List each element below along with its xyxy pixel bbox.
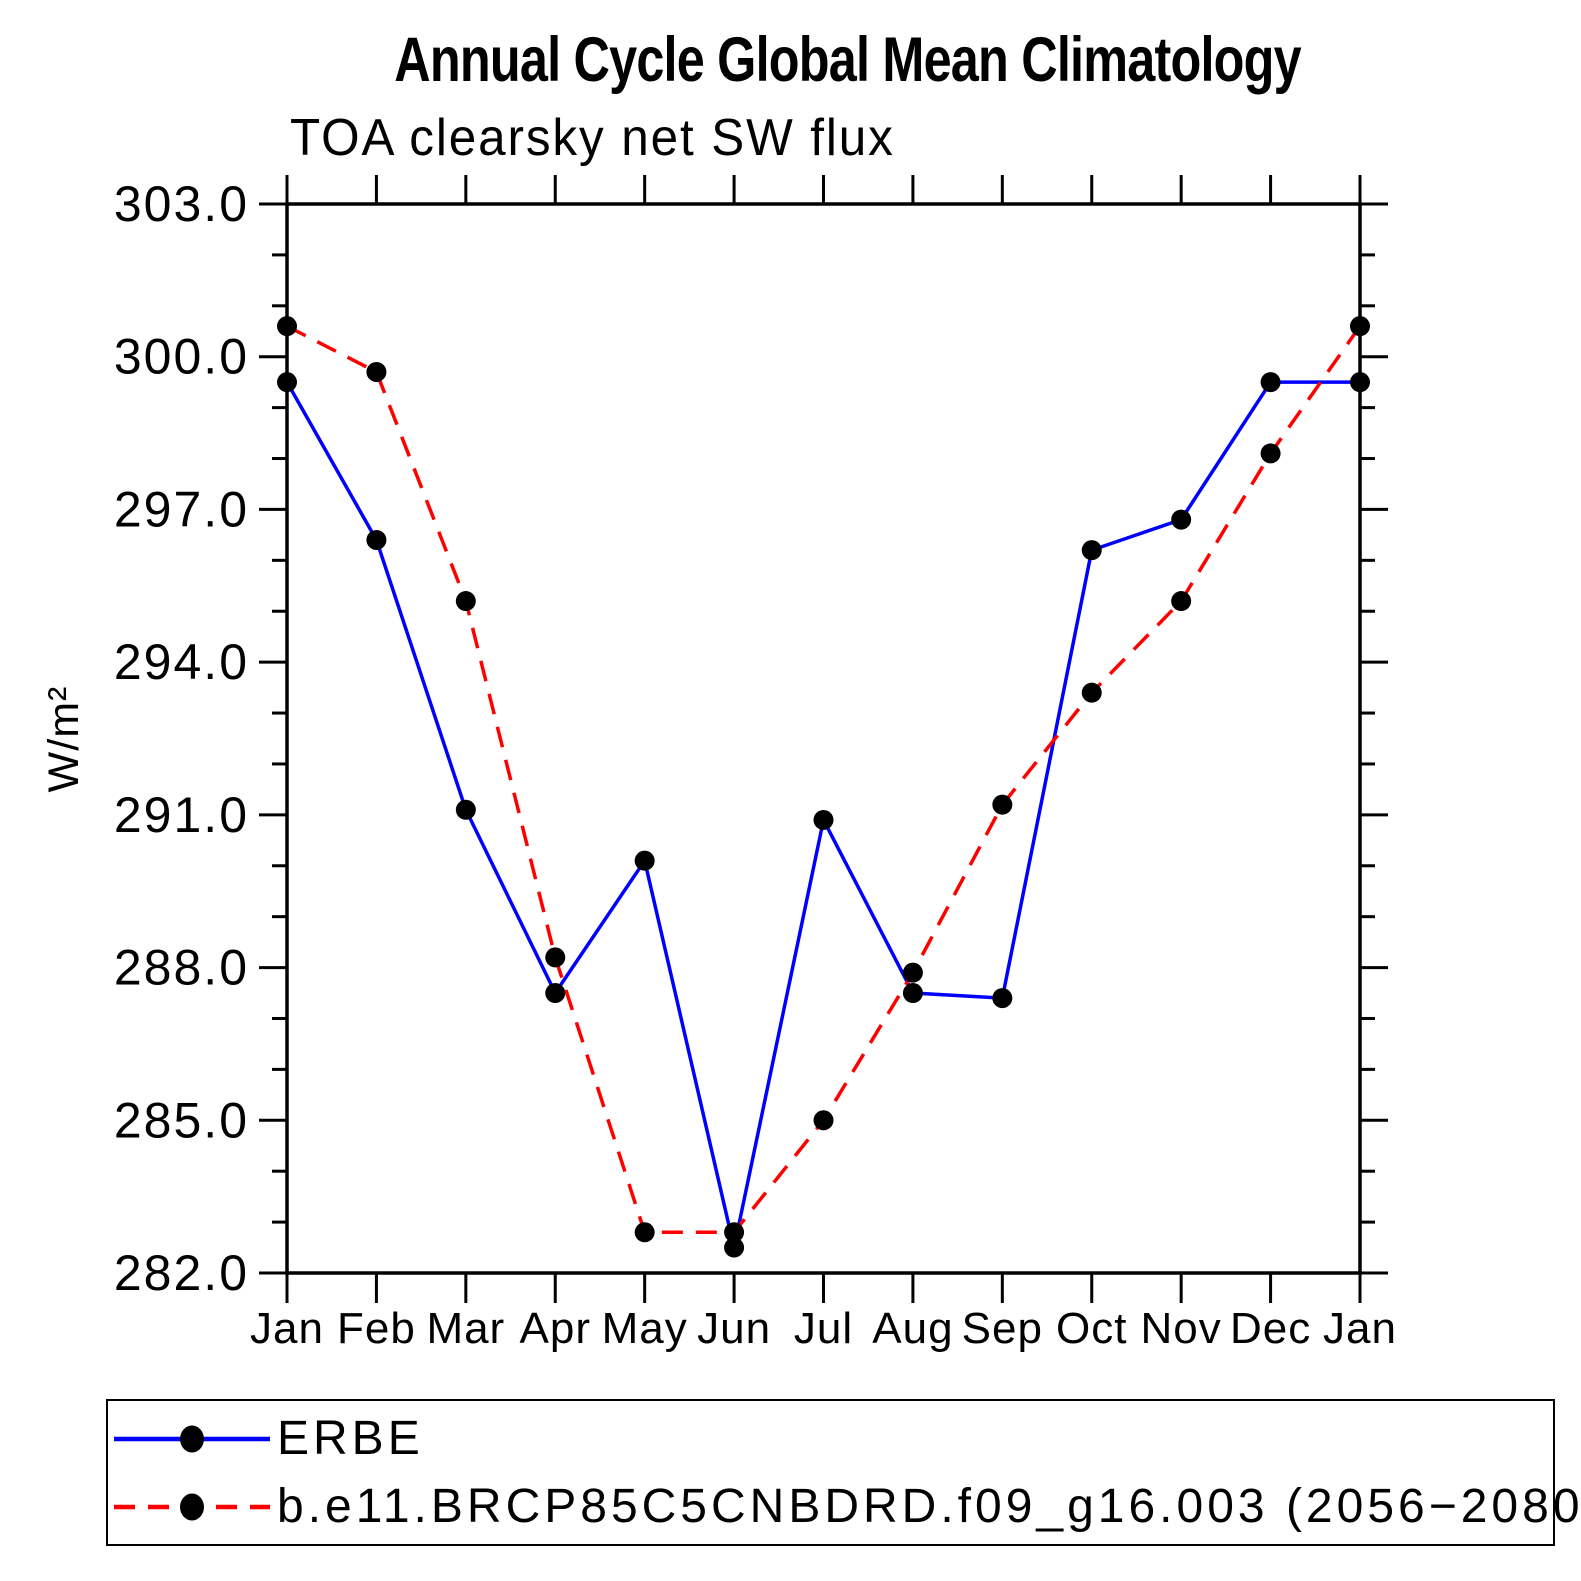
data-point-marker-series-1 — [1081, 682, 1102, 703]
data-point-marker-series-0 — [277, 372, 297, 393]
legend-swatch-dashed-line — [114, 1493, 270, 1520]
x-tick-label: May — [602, 1304, 688, 1353]
x-tick-label: Mar — [426, 1304, 505, 1353]
data-point-marker-series-1 — [724, 1222, 745, 1243]
data-point-marker-series-0 — [1260, 372, 1281, 393]
legend-item-model: b.e11.BRCP85C5CNBDRD.f09_g16.003 (2056−2… — [112, 1479, 1581, 1535]
x-tick-label: Apr — [520, 1304, 591, 1353]
data-point-marker-series-1 — [366, 361, 387, 382]
legend-label-model: b.e11.BRCP85C5CNBDRD.f09_g16.003 (2056−2… — [277, 1480, 1581, 1533]
y-tick-label: 285.0 — [114, 1092, 249, 1148]
legend-swatch-solid-line — [114, 1425, 270, 1452]
series-line-1 — [286, 324, 1362, 1235]
x-tick-label: Feb — [337, 1304, 416, 1353]
y-tick-label: 291.0 — [114, 787, 249, 843]
legend-box: ERBE b.e11.BRCP85C5CNBDRD.f09_g16.003 (2… — [106, 1399, 1581, 1546]
data-point-marker-series-0 — [455, 799, 476, 820]
y-tick-label: 294.0 — [114, 634, 249, 690]
data-point-marker-series-0 — [1081, 540, 1102, 561]
data-point-marker-series-0 — [992, 988, 1013, 1009]
legend-item-erbe: ERBE — [112, 1411, 1553, 1467]
legend-marker-dot — [180, 1493, 204, 1520]
y-tick-label: 288.0 — [114, 940, 249, 996]
legend-label-erbe: ERBE — [277, 1412, 424, 1465]
data-point-marker-series-1 — [992, 794, 1013, 815]
y-tick-label: 300.0 — [114, 329, 249, 385]
data-point-marker-series-1 — [1171, 591, 1192, 612]
data-point-marker-series-0 — [902, 983, 923, 1004]
data-point-marker-series-1 — [1350, 316, 1370, 337]
chart-title: Annual Cycle Global Mean Climatology — [394, 25, 1301, 95]
x-tick-label: Jul — [794, 1304, 853, 1353]
data-point-marker-series-1 — [813, 1110, 834, 1131]
x-tick-label: Sep — [962, 1304, 1043, 1353]
x-tick-label: Dec — [1230, 1304, 1311, 1353]
data-point-marker-series-0 — [1171, 509, 1192, 530]
data-point-marker-series-1 — [545, 947, 566, 968]
data-point-marker-series-1 — [634, 1222, 655, 1243]
y-tick-label: 282.0 — [114, 1245, 249, 1301]
data-point-marker-series-0 — [545, 983, 566, 1004]
data-point-marker-series-0 — [724, 1237, 745, 1258]
data-point-marker-series-0 — [366, 529, 387, 550]
x-tick-label: Jan — [1323, 1304, 1397, 1353]
data-point-marker-series-1 — [1260, 443, 1281, 464]
data-point-marker-series-0 — [1350, 372, 1370, 393]
y-tick-label: 297.0 — [114, 481, 249, 537]
data-point-marker-series-0 — [634, 850, 655, 871]
data-point-marker-series-1 — [455, 591, 476, 612]
y-tick-label: 303.0 — [114, 176, 249, 232]
chart-subtitle: TOA clearsky net SW flux — [290, 109, 895, 167]
axis-frame — [285, 202, 1362, 1275]
x-tick-label: Oct — [1056, 1304, 1127, 1353]
data-point-marker-series-0 — [813, 809, 834, 830]
x-tick-label: Aug — [872, 1304, 953, 1353]
x-tick-label: Nov — [1141, 1304, 1222, 1353]
legend-marker-dot — [180, 1425, 204, 1452]
data-point-marker-series-1 — [902, 962, 923, 983]
x-tick-label: Jan — [250, 1304, 324, 1353]
x-tick-label: Jun — [697, 1304, 771, 1353]
data-point-marker-series-1 — [277, 316, 297, 337]
